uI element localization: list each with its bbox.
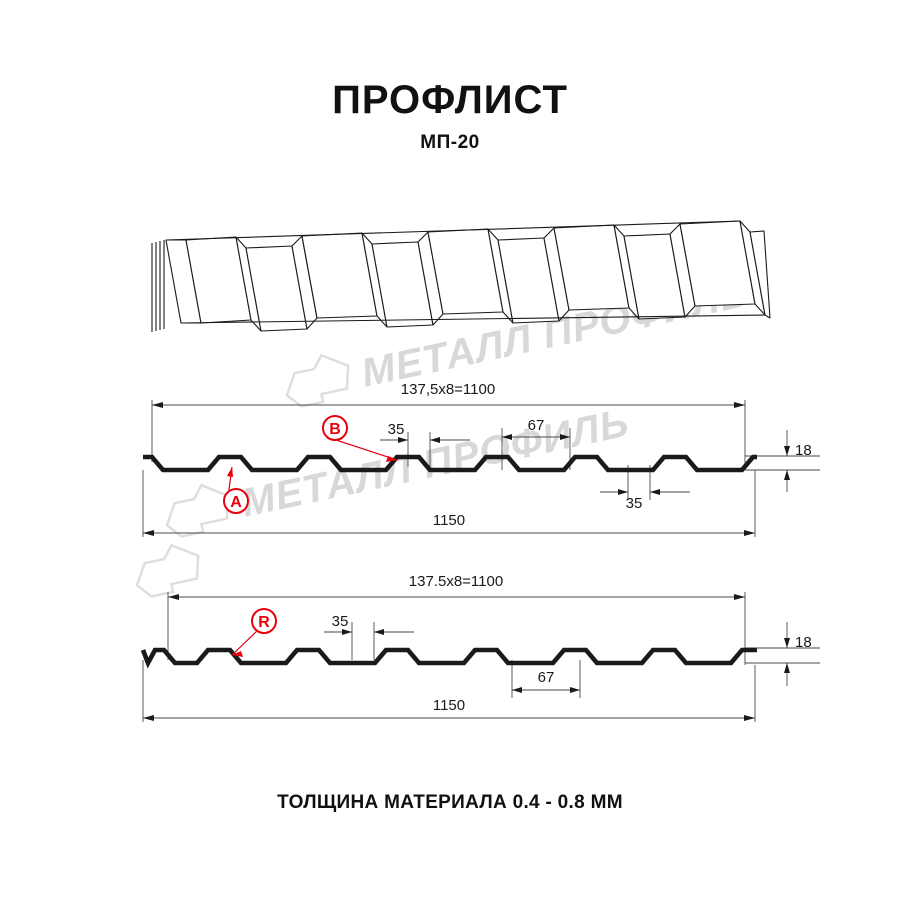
- dim-valley-flat-top: 35: [626, 495, 643, 512]
- dimension-lines-bottom: [142, 592, 820, 722]
- dim-height-top: 18: [795, 442, 812, 459]
- profile-outline-bottom: [140, 647, 757, 669]
- callout-a: A: [223, 466, 249, 514]
- callout-b-label: B: [329, 421, 341, 438]
- dim-valley-width-bottom: 67: [538, 669, 555, 686]
- sheet-cut-edge: [151, 240, 165, 332]
- dimension-arrows-bottom: [143, 594, 790, 721]
- watermark-bottom-logo: [135, 543, 200, 598]
- dim-valley-width-top: 67: [528, 417, 545, 434]
- callout-r: R: [231, 608, 277, 657]
- dim-pitch-total-bottom: 137.5x8=1100: [409, 573, 503, 590]
- page-title: ПРОФЛИСТ: [332, 78, 568, 122]
- corrugation-ribs: [165, 220, 771, 332]
- material-thickness-note: ТОЛЩИНА МАТЕРИАЛА 0.4 - 0.8 ММ: [277, 792, 623, 813]
- corrugation-ridge-lines: [165, 220, 766, 324]
- dim-overall-width-bottom: 1150: [433, 697, 465, 714]
- callout-a-label: A: [230, 494, 242, 511]
- dim-pitch-total-top: 137,5x8=1100: [401, 381, 495, 398]
- callout-b: B: [322, 415, 398, 462]
- dimension-arrows-top: [143, 402, 790, 536]
- dim-crest-width-top: 35: [388, 421, 405, 438]
- dim-overall-width-top: 1150: [433, 512, 465, 529]
- roof-outline-logo: [135, 543, 200, 598]
- roof-outline-logo: [285, 353, 350, 408]
- dim-crest-width-bottom: 35: [332, 613, 349, 630]
- callout-r-label: R: [258, 614, 270, 631]
- model-subtitle: МП-20: [420, 132, 480, 153]
- title-block: ПРОФЛИСТ МП-20: [0, 78, 900, 154]
- profile-outline-top: [143, 454, 757, 473]
- dim-height-bottom: 18: [795, 634, 812, 651]
